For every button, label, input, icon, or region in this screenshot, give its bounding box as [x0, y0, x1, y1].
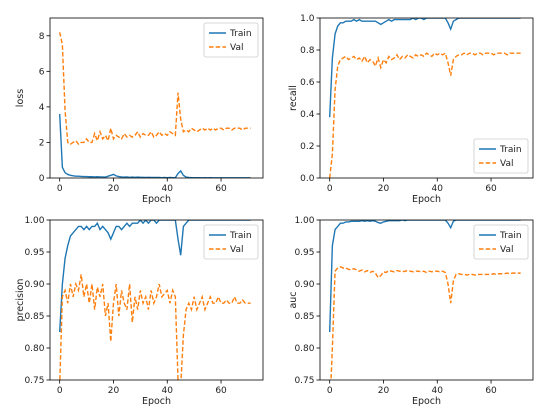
series-line-val	[59, 274, 251, 380]
y-tick-label: 0.80	[24, 344, 44, 354]
y-tick-label: 1.0	[300, 14, 315, 24]
series-line-val	[328, 52, 521, 178]
plot-frame	[319, 17, 534, 179]
y-tick-label: 0.4	[300, 110, 315, 120]
series-line-train	[328, 220, 521, 333]
legend: Train Val	[203, 22, 259, 58]
legend-label-val: Val	[230, 245, 243, 255]
x-axis-label: Epoch	[142, 194, 171, 205]
x-tick-label: 0	[57, 386, 63, 396]
x-tick-label: 20	[378, 386, 390, 396]
y-tick-label: 6	[39, 68, 45, 78]
x-tick-label: 60	[215, 386, 227, 396]
y-tick-label: 0	[39, 174, 45, 184]
x-axis-label: Epoch	[412, 396, 441, 407]
y-axis-label: auc	[288, 291, 299, 308]
legend: Train Val	[473, 224, 529, 260]
legend: Train Val	[473, 138, 529, 174]
series-line-val	[330, 265, 521, 380]
legend-label-val: Val	[230, 43, 243, 53]
legend-box	[203, 22, 259, 58]
y-tick-label: 0.6	[300, 78, 315, 88]
y-tick-label: 0.2	[300, 142, 314, 152]
x-tick-label: 0	[327, 184, 333, 194]
legend-box	[473, 138, 529, 174]
series-line-train	[328, 18, 521, 118]
y-axis-label: loss	[15, 89, 26, 107]
chart-panel-recall: 0 20 40 60 0.0 0.2 0.4 0.6 0.8 1.0 Epoch recall Trai…	[288, 14, 534, 205]
y-tick-label: 0.8	[300, 46, 315, 56]
series-line-train	[58, 220, 251, 333]
legend-label-train: Train	[229, 231, 252, 241]
chart-panel-auc: 0 20 40 60 0.75 0.80 0.85 0.90 0.95 1.00 Epoch auc T…	[288, 216, 534, 407]
x-tick-label: 20	[108, 386, 120, 396]
y-tick-label: 0.80	[294, 344, 314, 354]
y-tick-label: 0.90	[294, 280, 314, 290]
legend-box	[203, 224, 259, 260]
x-axis-label: Epoch	[412, 194, 441, 205]
x-tick-label: 0	[327, 386, 333, 396]
y-axis-label: recall	[288, 85, 299, 111]
legend-label-val: Val	[500, 159, 513, 169]
y-tick-label: 0.95	[24, 248, 44, 258]
x-tick-label: 60	[485, 386, 497, 396]
x-tick-label: 40	[162, 184, 174, 194]
y-tick-label: 1.00	[294, 216, 314, 226]
y-tick-label: 0.85	[294, 312, 314, 322]
y-axis-label: precision	[15, 279, 26, 322]
legend: Train Val	[203, 224, 259, 260]
chart-panel-precision: 0 20 40 60 0.75 0.80 0.85 0.90 0.95 1.00 Epoch prec…	[15, 216, 264, 407]
y-tick-label: 0.75	[294, 376, 314, 386]
y-tick-label: 0.0	[300, 174, 315, 184]
x-tick-label: 40	[162, 386, 174, 396]
legend-label-train: Train	[499, 231, 522, 241]
x-tick-label: 20	[108, 184, 120, 194]
x-tick-label: 40	[432, 386, 444, 396]
plot-frame	[49, 219, 264, 381]
legend-label-val: Val	[500, 245, 513, 255]
legend-label-train: Train	[499, 145, 522, 155]
plot-frame	[319, 219, 534, 381]
y-tick-label: 8	[39, 32, 45, 42]
y-tick-label: 0.85	[24, 312, 44, 322]
y-tick-label: 4	[39, 103, 45, 113]
chart-panel-loss: 0 20 40 60 0 2 4 6 8 Epoch loss Train Val	[15, 17, 264, 205]
x-tick-label: 0	[57, 184, 63, 194]
x-tick-label: 20	[378, 184, 390, 194]
x-axis-label: Epoch	[142, 396, 171, 407]
x-tick-label: 60	[485, 184, 497, 194]
series-line-val	[58, 32, 251, 146]
y-tick-label: 1.00	[24, 216, 44, 226]
legend-label-train: Train	[229, 29, 252, 39]
y-tick-label: 2	[39, 139, 45, 149]
y-tick-label: 0.75	[24, 376, 44, 386]
y-tick-label: 0.95	[294, 248, 314, 258]
x-tick-label: 40	[432, 184, 444, 194]
x-tick-label: 60	[215, 184, 227, 194]
legend-box	[473, 224, 529, 260]
plot-frame	[49, 17, 264, 179]
series-line-train	[58, 113, 251, 178]
y-tick-label: 0.90	[24, 280, 44, 290]
